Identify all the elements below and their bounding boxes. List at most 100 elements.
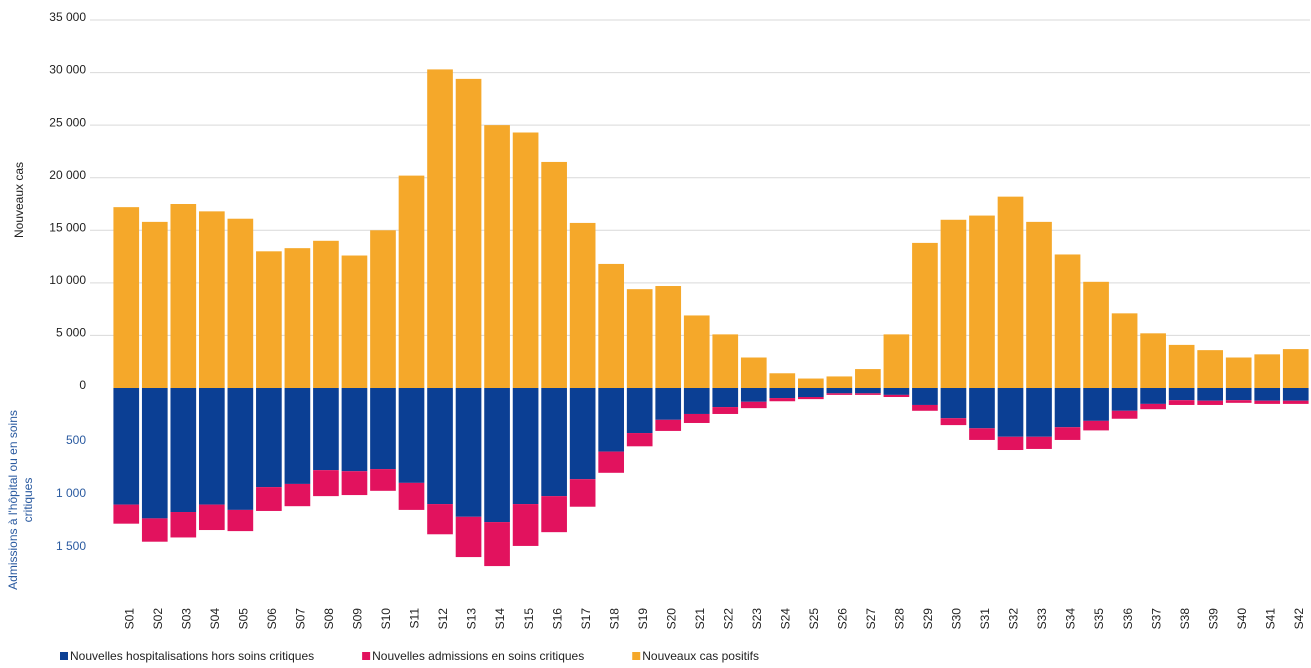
bar	[227, 388, 254, 510]
y2-tick-label: 1 500	[56, 539, 86, 553]
bar	[683, 315, 710, 388]
bar	[1026, 388, 1052, 437]
bar	[569, 388, 596, 480]
bar	[484, 125, 510, 389]
x-tick-label: S06	[265, 608, 279, 630]
legend-label: Nouvelles hospitalisations hors soins cr…	[70, 649, 314, 663]
y2-tick-label: 1 000	[56, 486, 86, 500]
x-tick-label: S16	[550, 608, 564, 630]
bar	[1140, 403, 1166, 410]
bar	[855, 393, 881, 395]
bar	[427, 504, 453, 535]
bar	[740, 357, 767, 388]
x-tick-label: S23	[750, 608, 764, 630]
bar	[512, 504, 539, 546]
bar	[1254, 354, 1281, 388]
bar	[170, 512, 197, 538]
bar	[797, 397, 824, 400]
bar	[370, 230, 396, 388]
x-tick-label: S03	[179, 608, 193, 630]
bar	[113, 388, 140, 505]
y-tick-label: 35 000	[49, 10, 86, 24]
bar	[313, 388, 339, 471]
bar	[113, 504, 140, 524]
bar	[712, 388, 739, 408]
x-tick-label: S11	[408, 608, 422, 629]
bar	[113, 207, 140, 388]
bar	[769, 373, 796, 388]
bar	[626, 289, 653, 388]
y-tick-label: 0	[79, 378, 86, 392]
bar	[969, 215, 995, 388]
legend-label: Nouvelles admissions en soins critiques	[372, 649, 584, 663]
bar	[569, 479, 596, 507]
bar	[198, 211, 225, 388]
x-tick-label: S07	[294, 608, 308, 630]
bar	[141, 388, 168, 519]
bar	[1140, 388, 1166, 404]
bar	[997, 196, 1024, 388]
x-tick-label: S33	[1035, 608, 1049, 630]
x-tick-label: S05	[237, 608, 251, 630]
bar	[826, 393, 853, 395]
y-tick-label: 10 000	[49, 273, 86, 287]
bar	[683, 413, 710, 423]
bar	[1282, 349, 1309, 388]
bar	[883, 394, 910, 398]
bar	[284, 483, 311, 507]
y-tick-label: 15 000	[49, 220, 86, 234]
bar	[313, 470, 339, 497]
bar	[227, 218, 254, 388]
bar	[598, 263, 625, 388]
y-tick-label: 25 000	[49, 115, 86, 129]
bar	[683, 388, 710, 414]
bar	[284, 388, 311, 484]
x-tick-label: S18	[607, 608, 621, 630]
x-tick-label: S41	[1263, 608, 1277, 630]
bar	[626, 388, 653, 434]
bar	[912, 242, 938, 388]
bar	[940, 219, 967, 388]
bar	[769, 388, 796, 399]
bar	[1168, 400, 1195, 405]
y-tick-label: 20 000	[49, 168, 86, 182]
x-tick-label: S13	[465, 608, 479, 630]
bar	[1168, 388, 1195, 401]
bar	[1282, 388, 1309, 401]
bar	[1083, 388, 1109, 421]
bar	[569, 222, 596, 388]
bar	[1225, 388, 1252, 401]
bar	[712, 334, 739, 388]
bar	[797, 388, 824, 398]
x-tick-label: S30	[950, 608, 964, 630]
bar	[1197, 400, 1224, 405]
y2-axis-label: Admissions à l'hôpital ou en soins	[6, 410, 20, 590]
bar	[455, 78, 482, 388]
x-tick-label: S35	[1092, 608, 1106, 630]
bar	[655, 388, 682, 420]
bar	[1282, 400, 1309, 404]
x-tick-label: S25	[807, 608, 821, 630]
bar	[256, 388, 282, 488]
bar	[284, 248, 311, 388]
y-tick-label: 5 000	[56, 326, 86, 340]
bar	[427, 388, 453, 505]
bar	[370, 388, 396, 470]
y-tick-label: 30 000	[49, 63, 86, 77]
bar	[740, 388, 767, 402]
bar	[969, 388, 995, 429]
bar	[313, 240, 339, 388]
bar	[997, 388, 1024, 437]
x-tick-label: S24	[778, 608, 792, 630]
bar	[826, 388, 853, 394]
x-tick-label: S31	[978, 608, 992, 630]
bar	[227, 509, 254, 532]
bar	[170, 388, 197, 513]
x-tick-label: S21	[693, 608, 707, 630]
x-tick-label: S12	[436, 608, 450, 630]
x-tick-label: S29	[921, 608, 935, 630]
bar	[655, 286, 682, 388]
x-tick-label: S38	[1178, 608, 1192, 630]
bar	[1083, 420, 1109, 431]
x-tick-label: S14	[493, 608, 507, 630]
